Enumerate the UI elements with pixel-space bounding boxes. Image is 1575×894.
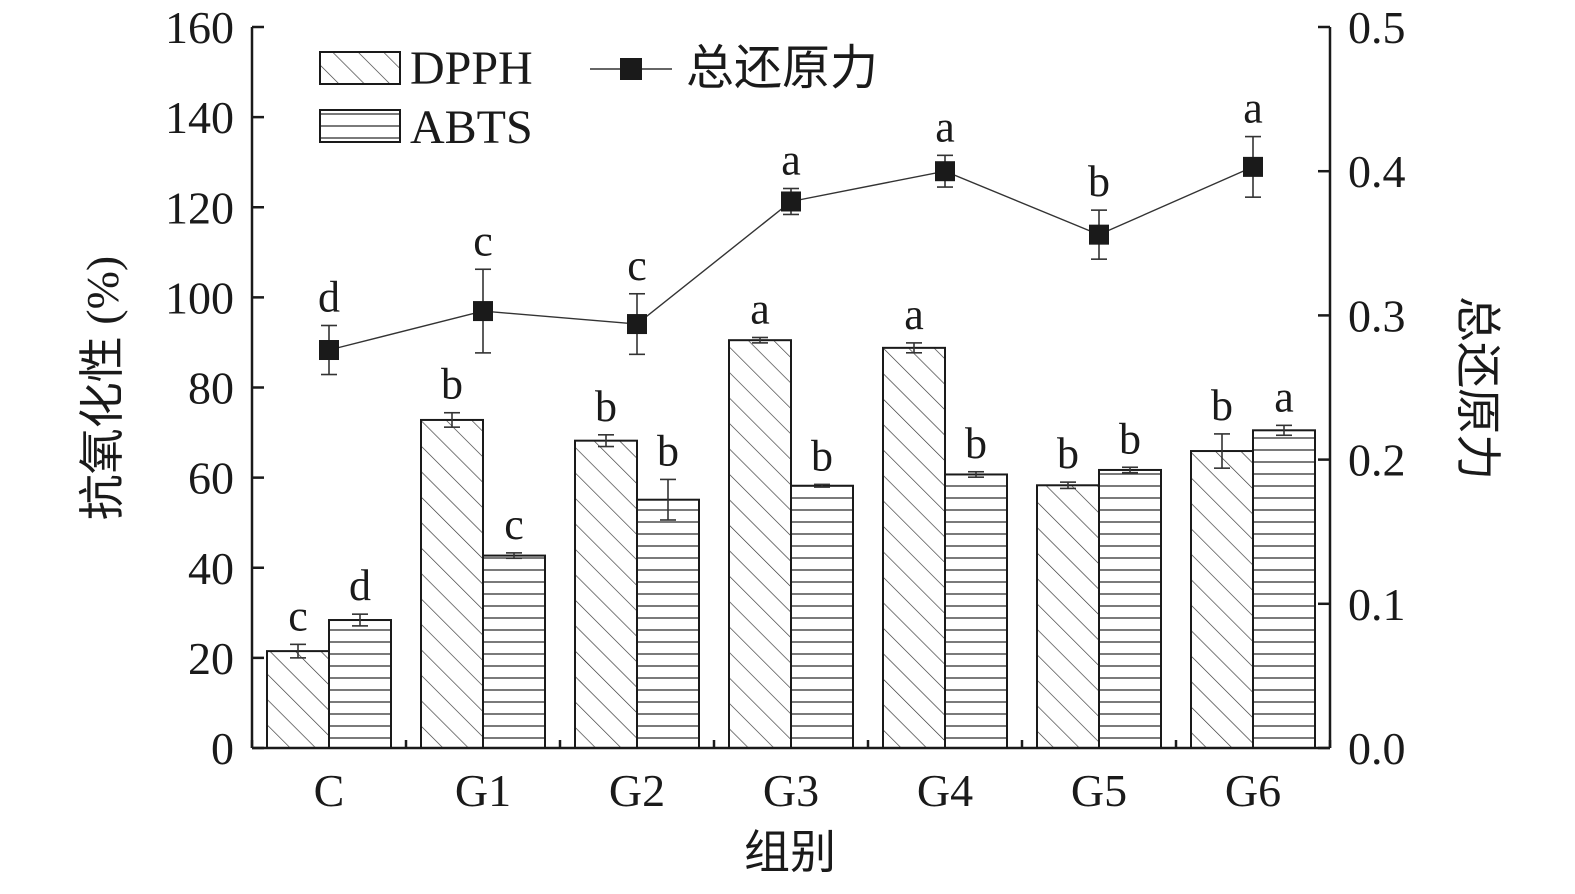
reducing-power-point-g4: [935, 161, 955, 182]
reducing-power-series: [319, 135, 1263, 376]
sig-label-reducing-power: a: [781, 136, 801, 185]
x-tick-label-g6: G6: [1225, 765, 1281, 816]
reducing-power-point-g6: [1243, 156, 1263, 177]
sig-label-abts: a: [1274, 372, 1294, 421]
sig-label-reducing-power: c: [627, 241, 647, 290]
sig-label-abts: d: [349, 561, 371, 610]
bar-dpph-g5: [1036, 484, 1100, 749]
left-tick-label: 60: [188, 453, 234, 504]
bar-dpph-g4: [882, 346, 946, 749]
sig-label-reducing-power: a: [935, 102, 955, 151]
bar-abts-g3: [790, 484, 854, 749]
bar-dpph-g6: [1190, 450, 1254, 749]
reducing-power-point-g1: [473, 301, 493, 322]
right-tick-label: 0.1: [1348, 579, 1406, 630]
right-tick-label: 0.3: [1348, 290, 1406, 341]
right-tick-label: 0.2: [1348, 435, 1406, 486]
left-tick-label: 160: [165, 2, 234, 53]
legend-swatch-dpph: [319, 51, 401, 85]
reducing-power-point-g3: [781, 191, 801, 212]
left-tick-label: 0: [211, 723, 234, 774]
sig-label-reducing-power: c: [473, 216, 493, 265]
left-tick-label: 120: [165, 182, 234, 233]
legend-marker-reducing-power: [620, 58, 642, 80]
bar-abts-c: [328, 619, 392, 750]
legend-label-reducing-power: 总还原力: [686, 42, 878, 95]
right-tick-label: 0.0: [1348, 723, 1406, 774]
right-tick-label: 0.4: [1348, 146, 1406, 197]
x-tick-label-g4: G4: [917, 765, 973, 816]
sig-label-dpph: a: [750, 284, 770, 333]
sig-label-reducing-power: a: [1243, 84, 1263, 133]
left-tick-label: 20: [188, 633, 234, 684]
x-tick-label-c: C: [314, 765, 345, 816]
sig-label-dpph: b: [441, 360, 463, 409]
sig-label-abts: b: [1119, 414, 1141, 463]
error-bars-group: [290, 336, 1292, 659]
bar-dpph-g2: [574, 439, 638, 749]
bar-abts-g1: [482, 554, 546, 749]
left-tick-label: 100: [165, 272, 234, 323]
sig-label-dpph: b: [1057, 429, 1079, 478]
bar-abts-g6: [1252, 429, 1316, 749]
legend-label-dpph: DPPH: [410, 42, 533, 95]
left-tick-label: 40: [188, 543, 234, 594]
reducing-power-point-g5: [1089, 224, 1109, 245]
sig-label-dpph: c: [288, 591, 308, 640]
x-tick-label-g1: G1: [455, 765, 511, 816]
reducing-power-point-c: [319, 340, 339, 361]
sig-label-abts: b: [657, 426, 679, 475]
x-tick-label-g2: G2: [609, 765, 665, 816]
sig-label-reducing-power: b: [1088, 157, 1110, 206]
sig-label-dpph: b: [595, 382, 617, 431]
sig-label-reducing-power: d: [318, 272, 340, 321]
bar-dpph-g1: [420, 418, 484, 749]
left-tick-label: 140: [165, 92, 234, 143]
bar-dpph-c: [266, 650, 330, 749]
y-axis-label: 抗氧化性 (%): [77, 256, 128, 520]
legend: DPPH ABTS 总还原力: [319, 42, 878, 154]
x-tick-label-g5: G5: [1071, 765, 1127, 816]
sig-label-abts: b: [965, 419, 987, 468]
y-axis-label-right: 总还原力: [1452, 296, 1503, 480]
reducing-power-point-g2: [627, 314, 647, 335]
x-tick-label-g3: G3: [763, 765, 819, 816]
legend-label-abts: ABTS: [410, 101, 533, 154]
bar-abts-g2: [636, 498, 700, 749]
right-tick-label: 0.5: [1348, 2, 1406, 53]
bar-abts-g4: [944, 473, 1008, 749]
left-ticks-group: 0 20 40 60 80 100 120 140 160: [165, 2, 264, 774]
bar-dpph-g3: [728, 339, 792, 749]
sig-label-dpph: a: [904, 290, 924, 339]
legend-swatch-abts: [319, 109, 401, 143]
sig-label-abts: c: [504, 500, 524, 549]
bar-abts-g5: [1098, 468, 1162, 749]
sig-label-abts: b: [811, 431, 833, 480]
sig-label-dpph: b: [1211, 381, 1233, 430]
right-ticks-group: 0.0 0.1 0.2 0.3 0.4 0.5: [1318, 2, 1406, 774]
left-tick-label: 80: [188, 363, 234, 414]
x-ticks-group: C G1 G2 G3 G4 G5 G6: [250, 740, 1332, 816]
x-axis-label: 组别: [744, 827, 836, 878]
bars-group: [266, 339, 1316, 750]
